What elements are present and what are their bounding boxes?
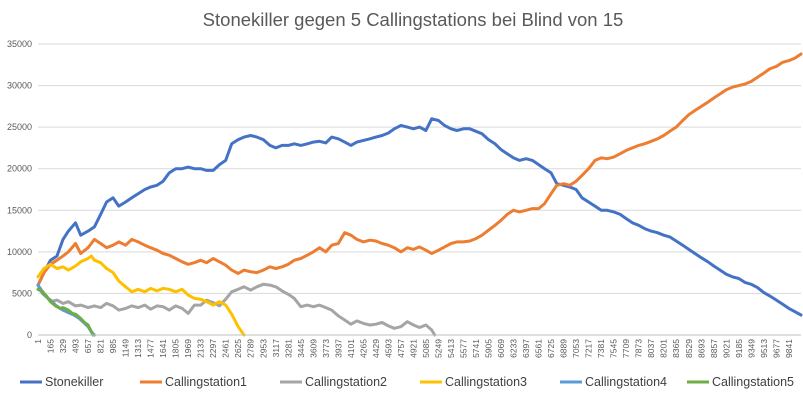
x-tick-label: 9185 <box>734 339 744 358</box>
x-tick-label: 9513 <box>759 339 769 358</box>
y-tick-label: 20000 <box>7 164 32 174</box>
legend-label: Callingstation2 <box>305 375 387 389</box>
x-tick-label: 1149 <box>121 339 131 358</box>
x-tick-label: 1805 <box>171 339 181 358</box>
x-tick-label: 3773 <box>321 339 331 358</box>
x-tick-label: 985 <box>108 339 118 353</box>
x-tick-label: 9021 <box>721 339 731 358</box>
x-tick-label: 7709 <box>621 339 631 358</box>
x-tick-label: 1477 <box>146 339 156 358</box>
series-line-callingstation5 <box>36 287 95 337</box>
x-tick-label: 7217 <box>584 339 594 358</box>
x-tick-label: 821 <box>96 339 106 353</box>
x-tick-label: 4429 <box>371 339 381 358</box>
x-tick-label: 5413 <box>446 339 456 358</box>
x-tick-label: 9677 <box>771 339 781 358</box>
series-line-callingstation3 <box>36 254 246 337</box>
x-tick-label: 1641 <box>158 339 168 358</box>
y-tick-label: 0 <box>27 330 32 340</box>
x-tick-label: 6725 <box>546 339 556 358</box>
x-tick-label: 9841 <box>784 339 794 358</box>
x-tick-label: 7873 <box>634 339 644 358</box>
x-tick-label: 4757 <box>396 339 406 358</box>
x-tick-label: 5085 <box>421 339 431 358</box>
x-tick-label: 8365 <box>671 339 681 358</box>
x-tick-label: 165 <box>46 339 56 353</box>
x-tick-label: 9349 <box>746 339 756 358</box>
x-tick-label: 4101 <box>346 339 356 358</box>
x-tick-label: 6889 <box>559 339 569 358</box>
x-tick-label: 5249 <box>434 339 444 358</box>
x-tick-label: 7053 <box>571 339 581 358</box>
x-axis-ticks: 1 165 329 493 657 821 985 1149 1313 1477 1641 1805 1… <box>33 339 794 358</box>
x-tick-label: 3117 <box>271 339 281 358</box>
legend-label: Stonekiller <box>45 375 103 389</box>
x-tick-label: 4593 <box>383 339 393 358</box>
legend: Stonekiller Callingstation1 Callingstation… <box>20 375 794 389</box>
x-tick-label: 657 <box>83 339 93 353</box>
x-tick-label: 2625 <box>233 339 243 358</box>
x-tick-label: 8037 <box>646 339 656 358</box>
chart-title: Stonekiller gegen 5 Callingstations bei … <box>203 9 624 30</box>
x-tick-label: 1969 <box>183 339 193 358</box>
y-axis-ticks: 0 5000 10000 15000 20000 25000 30000 35000 <box>7 39 32 340</box>
y-tick-label: 5000 <box>12 288 32 298</box>
legend-label: Callingstation1 <box>165 375 247 389</box>
series-lines <box>36 52 803 337</box>
x-tick-label: 6397 <box>521 339 531 358</box>
x-tick-label: 2461 <box>221 339 231 358</box>
x-tick-label: 2953 <box>258 339 268 358</box>
x-tick-label: 4921 <box>408 339 418 358</box>
x-tick-label: 3937 <box>333 339 343 358</box>
x-tick-label: 1313 <box>133 339 143 358</box>
series-line-callingstation1 <box>36 52 803 287</box>
x-tick-label: 6069 <box>496 339 506 358</box>
x-tick-label: 2297 <box>208 339 218 358</box>
legend-label: Callingstation4 <box>585 375 667 389</box>
x-tick-label: 3445 <box>296 339 306 358</box>
y-tick-label: 25000 <box>7 122 32 132</box>
x-tick-label: 7381 <box>596 339 606 358</box>
x-tick-label: 5577 <box>459 339 469 358</box>
x-tick-label: 8857 <box>709 339 719 358</box>
x-tick-label: 8529 <box>684 339 694 358</box>
x-tick-label: 8693 <box>696 339 706 358</box>
series-line-callingstation2 <box>36 282 437 337</box>
x-tick-label: 6561 <box>534 339 544 358</box>
y-tick-label: 10000 <box>7 247 32 257</box>
x-tick-label: 3609 <box>308 339 318 358</box>
x-tick-label: 2133 <box>196 339 206 358</box>
x-tick-label: 1 <box>33 339 43 344</box>
x-tick-label: 8201 <box>659 339 669 358</box>
x-tick-label: 3281 <box>283 339 293 358</box>
y-tick-label: 15000 <box>7 205 32 215</box>
y-tick-label: 35000 <box>7 39 32 49</box>
series-line-stonekiller <box>36 117 803 317</box>
x-tick-label: 5905 <box>484 339 494 358</box>
gridlines <box>38 43 801 294</box>
x-tick-label: 329 <box>58 339 68 353</box>
x-tick-label: 4265 <box>358 339 368 358</box>
x-tick-label: 5741 <box>471 339 481 358</box>
x-tick-label: 6233 <box>509 339 519 358</box>
legend-label: Callingstation3 <box>445 375 527 389</box>
x-tick-label: 2789 <box>246 339 256 358</box>
x-tick-label: 493 <box>71 339 81 353</box>
legend-label: Callingstation5 <box>712 375 794 389</box>
y-tick-label: 30000 <box>7 81 32 91</box>
x-tick-label: 7545 <box>609 339 619 358</box>
